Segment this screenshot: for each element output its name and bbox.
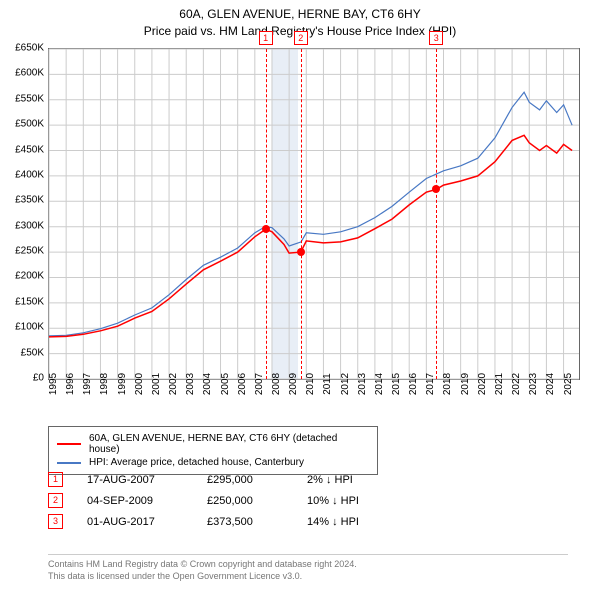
- sales-idx-box: 2: [48, 493, 63, 508]
- x-tick-label: 2003: [185, 373, 196, 395]
- sale-vline: [266, 49, 267, 379]
- y-tick-label: £300K: [15, 220, 44, 231]
- sales-row: 1 17-AUG-2007£295,0002% ↓ HPI: [48, 472, 548, 487]
- sale-vline: [301, 49, 302, 379]
- y-tick-label: £50K: [21, 347, 44, 358]
- sales-idx-box: 3: [48, 514, 63, 529]
- sale-marker-box: 1: [259, 31, 273, 45]
- legend-swatch: [57, 443, 81, 445]
- x-tick-label: 2004: [202, 373, 213, 395]
- x-tick-label: 2005: [220, 373, 231, 395]
- x-tick-label: 2000: [134, 373, 145, 395]
- x-tick-label: 2024: [545, 373, 556, 395]
- legend-swatch: [57, 462, 81, 464]
- footer: Contains HM Land Registry data © Crown c…: [48, 554, 568, 582]
- x-tick-label: 2010: [305, 373, 316, 395]
- sales-date: 01-AUG-2017: [87, 516, 207, 528]
- footer-line2: This data is licensed under the Open Gov…: [48, 571, 568, 583]
- chart-container: 60A, GLEN AVENUE, HERNE BAY, CT6 6HY Pri…: [0, 0, 600, 590]
- sales-row: 3 01-AUG-2017£373,50014% ↓ HPI: [48, 514, 548, 529]
- x-tick-label: 2001: [151, 373, 162, 395]
- chart-plot-area: 123: [48, 48, 580, 380]
- sales-price: £295,000: [207, 474, 307, 486]
- x-tick-label: 1998: [99, 373, 110, 395]
- sale-vline: [436, 49, 437, 379]
- y-tick-label: £250K: [15, 246, 44, 257]
- x-tick-label: 2006: [237, 373, 248, 395]
- x-tick-label: 2013: [357, 373, 368, 395]
- x-tick-label: 2022: [511, 373, 522, 395]
- sales-idx-box: 1: [48, 472, 63, 487]
- y-axis: £0£50K£100K£150K£200K£250K£300K£350K£400…: [0, 48, 46, 378]
- y-tick-label: £650K: [15, 43, 44, 54]
- y-tick-label: £150K: [15, 296, 44, 307]
- sales-table: 1 17-AUG-2007£295,0002% ↓ HPI 2 04-SEP-2009…: [48, 466, 548, 535]
- legend-row: 60A, GLEN AVENUE, HERNE BAY, CT6 6HY (de…: [57, 433, 369, 455]
- x-tick-label: 2011: [322, 373, 333, 395]
- y-tick-label: £100K: [15, 322, 44, 333]
- y-tick-label: £450K: [15, 144, 44, 155]
- x-tick-label: 2020: [477, 373, 488, 395]
- chart-lines: [49, 49, 579, 379]
- x-tick-label: 1997: [82, 373, 93, 395]
- sales-pct: 14% ↓ HPI: [307, 516, 427, 528]
- x-tick-label: 2014: [374, 373, 385, 395]
- sale-dot: [432, 185, 440, 193]
- x-tick-label: 2019: [460, 373, 471, 395]
- x-tick-label: 2025: [563, 373, 574, 395]
- x-tick-label: 2016: [408, 373, 419, 395]
- y-tick-label: £200K: [15, 271, 44, 282]
- sales-pct: 10% ↓ HPI: [307, 495, 427, 507]
- sales-price: £373,500: [207, 516, 307, 528]
- sales-pct: 2% ↓ HPI: [307, 474, 427, 486]
- sale-marker-box: 3: [429, 31, 443, 45]
- x-tick-label: 2015: [391, 373, 402, 395]
- x-tick-label: 2018: [442, 373, 453, 395]
- x-axis: 1995199619971998199920002001200220032004…: [48, 380, 578, 430]
- x-tick-label: 2009: [288, 373, 299, 395]
- y-tick-label: £550K: [15, 93, 44, 104]
- sales-price: £250,000: [207, 495, 307, 507]
- x-tick-label: 2007: [254, 373, 265, 395]
- legend-label: 60A, GLEN AVENUE, HERNE BAY, CT6 6HY (de…: [89, 433, 369, 455]
- y-tick-label: £0: [33, 373, 44, 384]
- sale-dot: [262, 225, 270, 233]
- x-tick-label: 1996: [65, 373, 76, 395]
- x-tick-label: 1995: [48, 373, 59, 395]
- y-tick-label: £400K: [15, 169, 44, 180]
- footer-line1: Contains HM Land Registry data © Crown c…: [48, 559, 568, 571]
- x-tick-label: 2012: [340, 373, 351, 395]
- title-address: 60A, GLEN AVENUE, HERNE BAY, CT6 6HY: [0, 6, 600, 23]
- sales-date: 04-SEP-2009: [87, 495, 207, 507]
- x-tick-label: 1999: [117, 373, 128, 395]
- sales-row: 2 04-SEP-2009£250,00010% ↓ HPI: [48, 493, 548, 508]
- x-tick-label: 2017: [425, 373, 436, 395]
- x-tick-label: 2023: [528, 373, 539, 395]
- y-tick-label: £350K: [15, 195, 44, 206]
- sale-marker-box: 2: [294, 31, 308, 45]
- x-tick-label: 2008: [271, 373, 282, 395]
- sales-date: 17-AUG-2007: [87, 474, 207, 486]
- x-tick-label: 2002: [168, 373, 179, 395]
- sale-dot: [297, 248, 305, 256]
- y-tick-label: £600K: [15, 68, 44, 79]
- x-tick-label: 2021: [494, 373, 505, 395]
- y-tick-label: £500K: [15, 119, 44, 130]
